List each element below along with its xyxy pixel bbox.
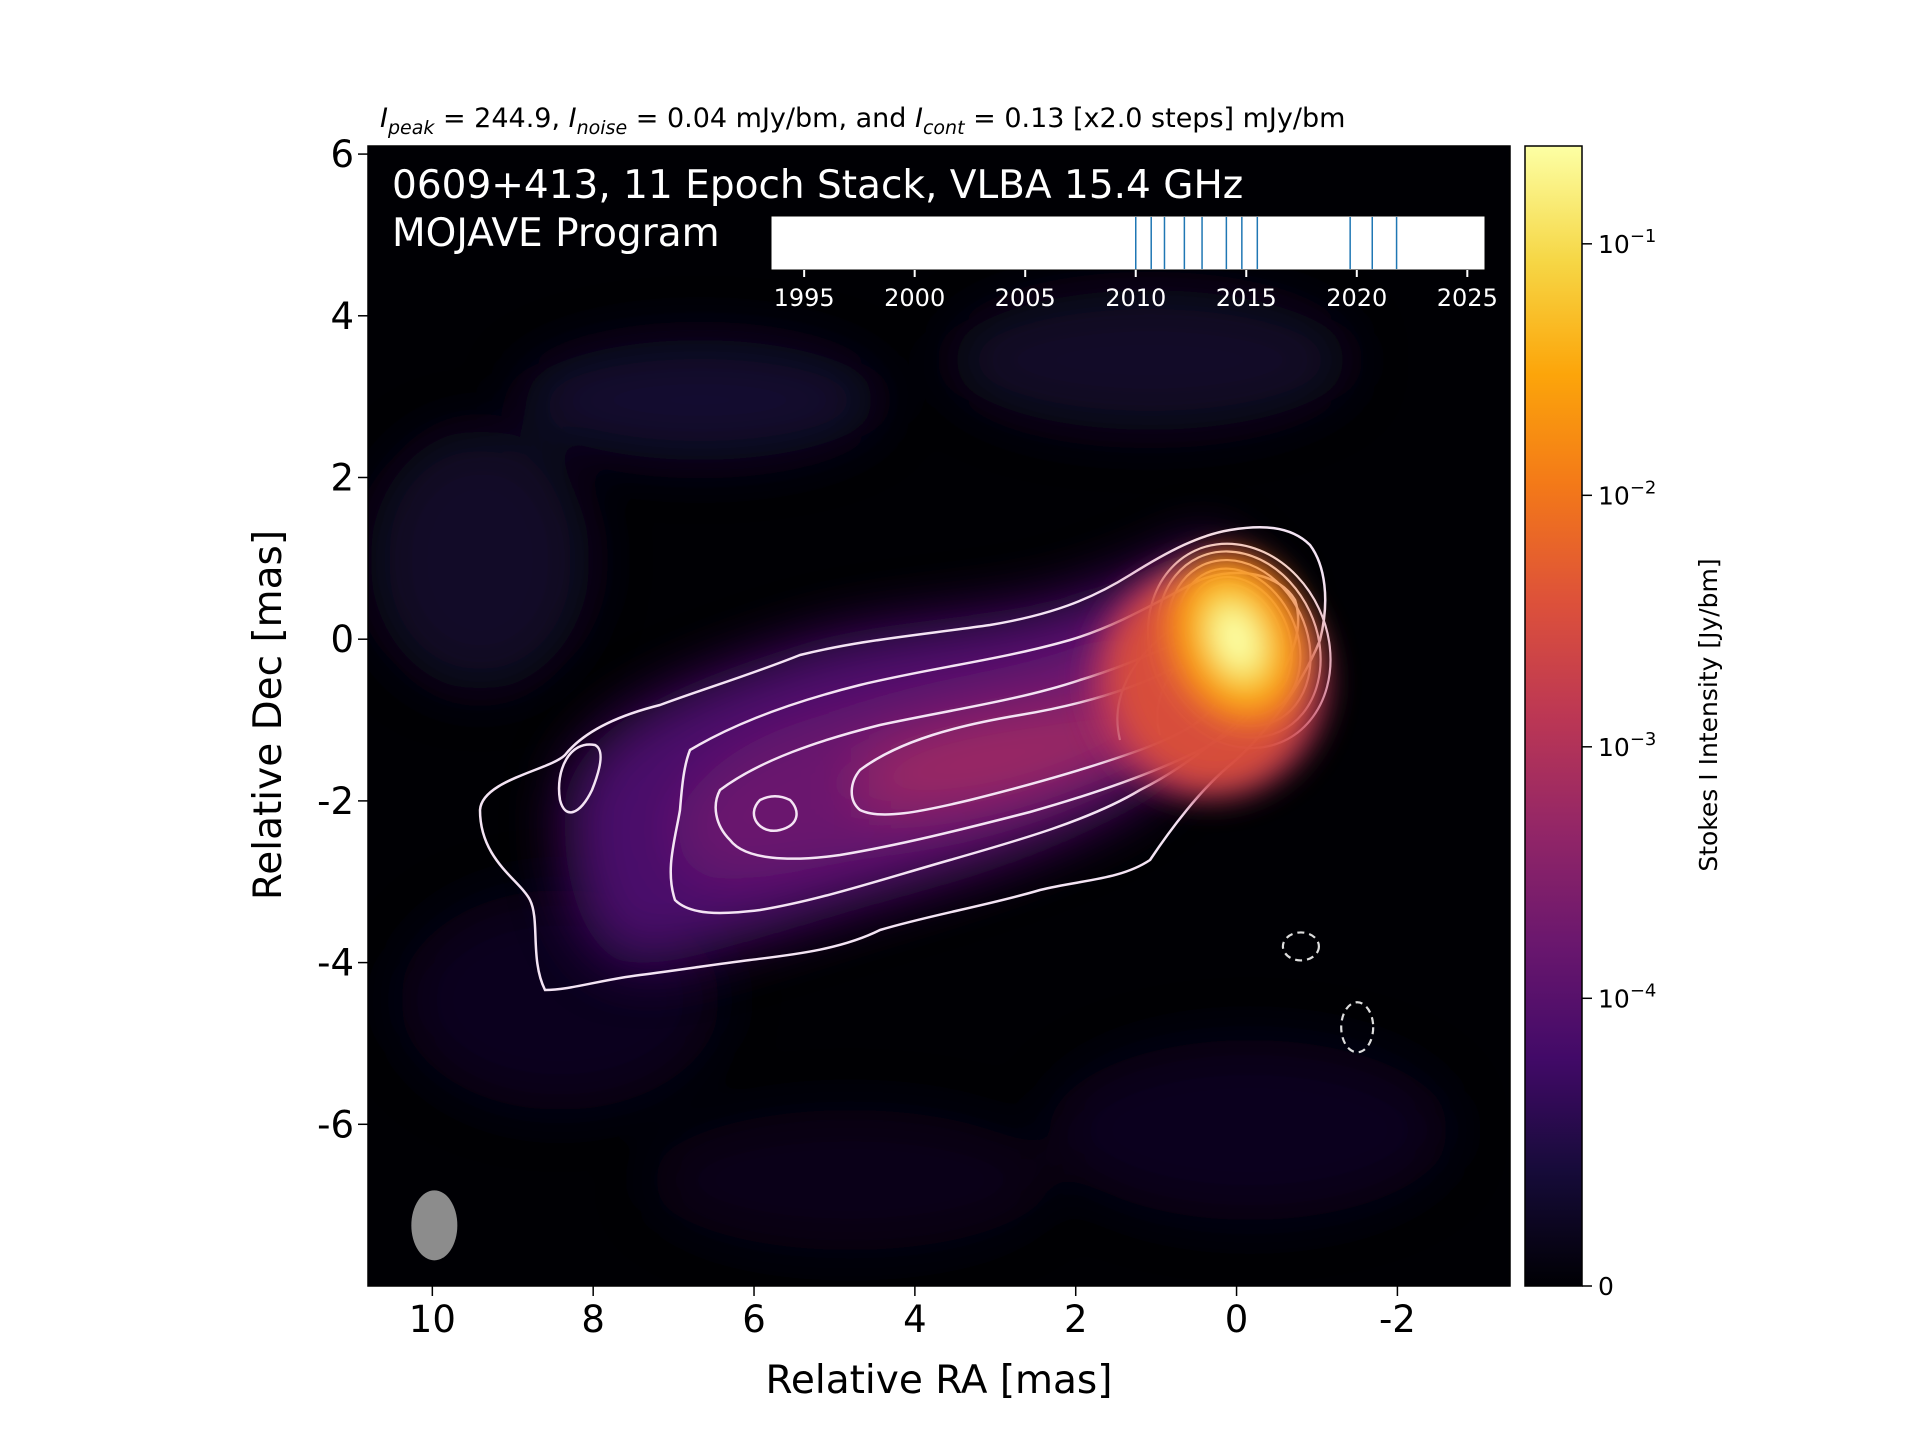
timeline-tick-label: 2015 (1216, 284, 1277, 312)
core-group (1089, 551, 1330, 802)
colorbar-tick-label: 10−4 (1598, 980, 1656, 1013)
contour-island (557, 743, 602, 814)
x-axis: 10 8 6 4 2 0 -2 (409, 1286, 1416, 1341)
negative-contour (1281, 931, 1321, 962)
epoch-timeline: 1995 2000 2005 2010 2015 2020 2025 (770, 215, 1498, 312)
y-axis: 6 4 2 0 -2 -4 -6 (317, 133, 368, 1146)
y-tick-label: -4 (317, 942, 354, 985)
x-tick-label: -2 (1379, 1298, 1416, 1341)
colorbar-tick-label: 0 (1598, 1272, 1614, 1301)
colorbar-gradient (1524, 145, 1583, 1287)
peak-value: 244.9 (474, 103, 551, 134)
peak-subscript: peak (387, 117, 435, 139)
y-tick-label: 6 (330, 133, 354, 176)
colorbar-tick-base: 10 (1598, 230, 1630, 259)
timeline-tick-label: 2010 (1105, 284, 1166, 312)
noise-equals: = (627, 103, 667, 134)
peak-symbol: I (380, 103, 388, 134)
colorbar-tick-exponent: −4 (1630, 980, 1657, 1001)
colorbar-tick-base: 10 (1598, 481, 1630, 510)
y-tick-label: 4 (330, 295, 354, 338)
timeline-box (770, 215, 1486, 271)
beam-ellipse (411, 1190, 458, 1261)
colorbar-tick-base: 10 (1598, 733, 1630, 762)
image-panel (367, 145, 1511, 1287)
noise-value: 0.04 mJy/bm (667, 103, 838, 134)
header-comma: , (551, 103, 568, 134)
y-tick-label: -2 (317, 780, 354, 823)
y-tick-label: -6 (317, 1103, 354, 1146)
core-emission (1089, 551, 1330, 802)
cont-symbol: I (915, 103, 923, 134)
timeline-tick-label: 2020 (1326, 284, 1387, 312)
header-and: , and (838, 103, 915, 134)
timeline-tick-label: 1995 (774, 284, 835, 312)
colorbar: 10−110−210−310−40 Stokes I Intensity [Jy… (1524, 145, 1723, 1301)
colorbar-tick-base: 10 (1598, 984, 1630, 1013)
x-tick-label: 10 (409, 1298, 456, 1341)
beam-shape (411, 1190, 458, 1261)
cont-value: 0.13 [x2.0 steps] mJy/bm (1004, 103, 1345, 134)
cont-equals: = (965, 103, 1005, 134)
y-tick-label: 2 (330, 456, 354, 499)
cont-subscript: cont (923, 117, 966, 139)
colorbar-label: Stokes I Intensity [Jy/bm] (1694, 558, 1723, 871)
colorbar-tick-exponent: −3 (1630, 729, 1657, 750)
peak-equals: = (434, 103, 474, 134)
negative-contour (1340, 1001, 1375, 1054)
diffuse-emission (370, 290, 1450, 1250)
image-frame (367, 145, 1511, 1287)
x-tick-label: 2 (1064, 1298, 1088, 1341)
timeline-tick-label: 2000 (884, 284, 945, 312)
colorbar-tick-base: 0 (1598, 1272, 1614, 1301)
colorbar-ticks: 10−110−210−310−40 (1582, 226, 1656, 1301)
image-title-line1: 0609+413, 11 Epoch Stack, VLBA 15.4 GHz (392, 163, 1243, 208)
y-axis-label: Relative Dec [mas] (246, 530, 291, 900)
noise-subscript: noise (577, 117, 628, 139)
colorbar-tick-exponent: −1 (1630, 226, 1657, 247)
x-tick-label: 4 (903, 1298, 927, 1341)
core-layer (1214, 608, 1259, 671)
x-axis-label: Relative RA [mas] (766, 1358, 1113, 1403)
colorbar-tick-label: 10−3 (1598, 729, 1656, 762)
noise-symbol: I (569, 103, 577, 134)
x-tick-label: 6 (742, 1298, 766, 1341)
timeline-tick-label: 2025 (1437, 284, 1498, 312)
y-tick-label: 0 (330, 618, 354, 661)
image-title-line2: MOJAVE Program (392, 211, 720, 256)
timeline-tick-label: 2005 (995, 284, 1056, 312)
x-tick-label: 0 (1225, 1298, 1249, 1341)
x-tick-label: 8 (581, 1298, 605, 1341)
colorbar-tick-label: 10−2 (1598, 477, 1656, 510)
colorbar-tick-exponent: −2 (1630, 477, 1657, 498)
colorbar-tick-label: 10−1 (1598, 226, 1656, 259)
header-stats: Ipeak = 244.9, Inoise = 0.04 mJy/bm, and… (380, 103, 1345, 139)
